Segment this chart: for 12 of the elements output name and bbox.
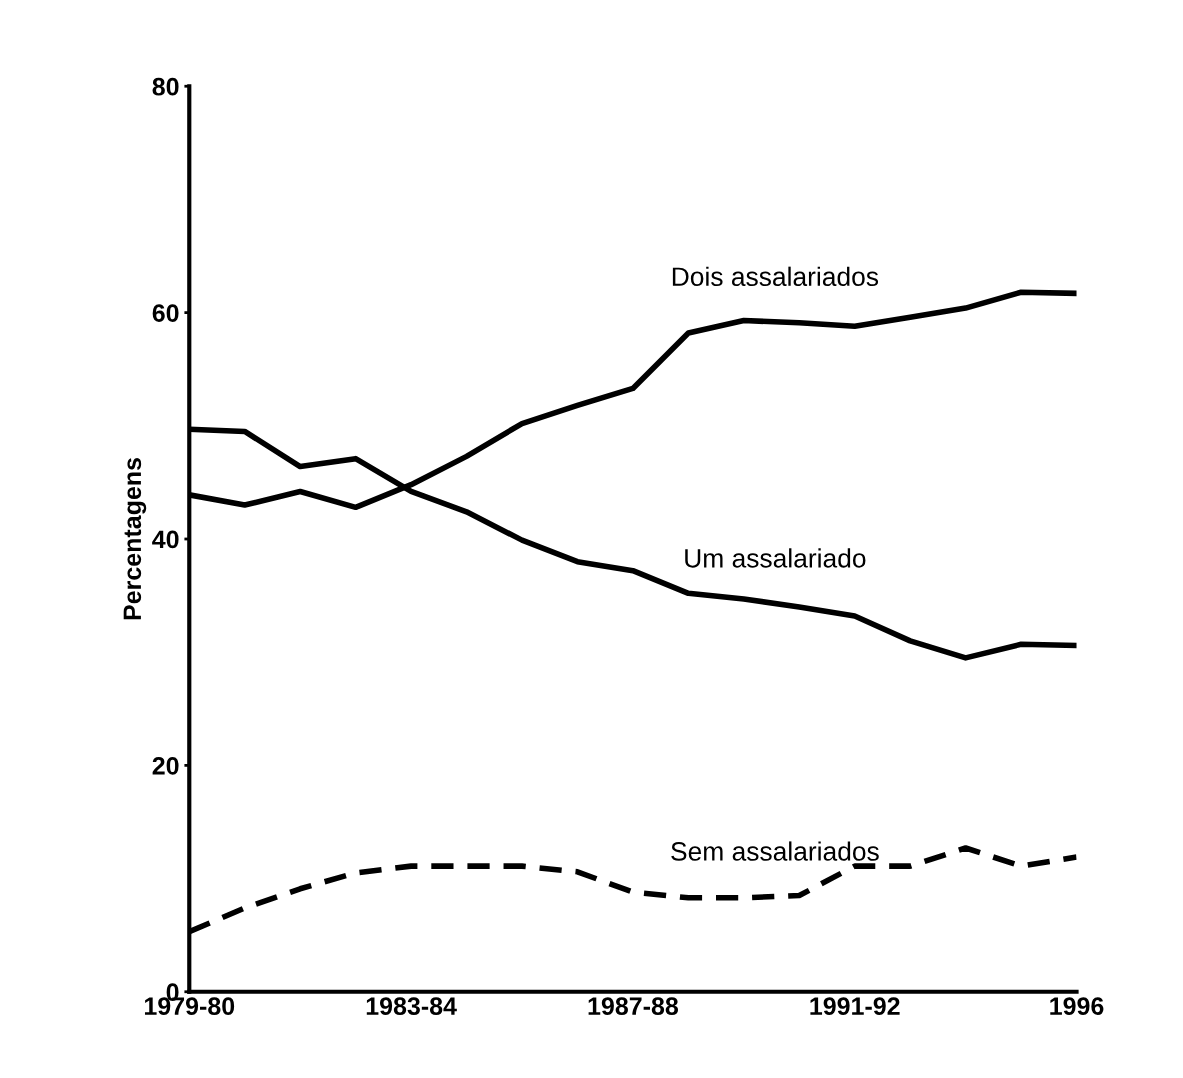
y-tick-label: 80 [152, 77, 179, 96]
y-tick-label: 20 [152, 756, 179, 775]
series-label: Um assalariado [685, 548, 866, 568]
y-axis-title: Percentagens [123, 458, 147, 620]
x-tick-label: 1987-88 [588, 997, 679, 1015]
y-tick-label: 60 [152, 304, 179, 322]
x-tick-label: 1991-92 [810, 997, 900, 1015]
series-label: Dois assalariados [672, 266, 879, 287]
x-tick-label: 1996 [1050, 997, 1104, 1015]
x-tick-label: 1983-84 [366, 997, 457, 1016]
y-tick-label: 40 [152, 530, 179, 549]
series-label: Sem assalariados [671, 841, 879, 861]
